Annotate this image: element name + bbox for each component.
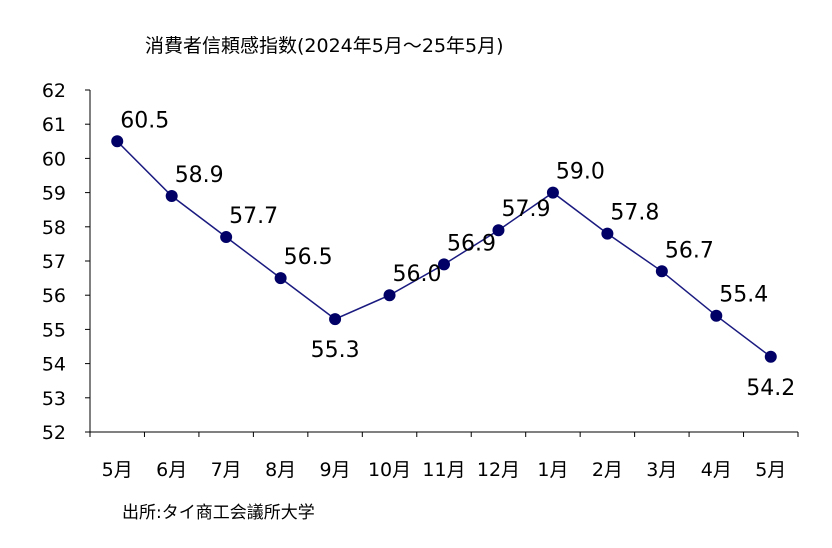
data-point [492, 224, 505, 237]
x-tick-label: 4月 [701, 459, 732, 481]
data-label: 58.9 [175, 163, 224, 188]
data-label: 56.5 [284, 245, 333, 270]
data-labels: 60.5 58.957.756.5 55.3 56.056.957.959.057.8… [120, 108, 795, 400]
y-tick-label: 54 [42, 354, 66, 376]
y-tick-label: 57 [42, 251, 66, 273]
y-tick-label: 56 [42, 285, 66, 307]
y-tick-label: 59 [42, 183, 66, 205]
y-tick-label: 55 [42, 319, 66, 341]
data-point [710, 309, 723, 322]
data-point [383, 289, 396, 302]
data-label: 56.0 [393, 262, 442, 287]
x-tick-label: 3月 [646, 459, 677, 481]
y-tick-label: 58 [42, 217, 66, 239]
data-point [165, 190, 178, 203]
data-point [546, 186, 559, 199]
y-tick-label: 61 [42, 114, 66, 136]
x-tick-label: 6月 [156, 459, 187, 481]
x-tick-label: 12月 [477, 459, 520, 481]
source-note: 出所:タイ商工会議所大学 [122, 503, 315, 523]
y-tick-label: 60 [42, 148, 66, 170]
y-tick-label: 53 [42, 388, 66, 410]
chart-title: 消費者信頼感指数(2024年5月～25年5月) [145, 35, 504, 57]
y-tick-label: 62 [42, 80, 66, 102]
x-tick-label: 9月 [320, 459, 351, 481]
data-point [601, 227, 614, 240]
data-label: 55.3 [311, 338, 360, 363]
x-tick-label: 7月 [211, 459, 242, 481]
x-tick-labels: 5月 6月 7月 8月 9月 10月 11月 12月 1月 2月 3月 4月 5月 [102, 459, 787, 481]
data-label: 57.9 [501, 197, 550, 222]
x-tick-label: 2月 [592, 459, 623, 481]
y-tick-label: 52 [42, 422, 66, 444]
data-label: 59.0 [556, 160, 605, 185]
chart-axes [85, 89, 799, 437]
data-point [274, 272, 287, 285]
data-label: 60.5 [120, 108, 169, 133]
data-label: 56.9 [447, 231, 496, 256]
data-label: 55.4 [719, 283, 768, 308]
x-tick-label: 11月 [422, 459, 465, 481]
x-tick-label: 5月 [102, 459, 133, 481]
x-tick-label: 10月 [368, 459, 411, 481]
data-point [655, 265, 668, 278]
x-tick-label: 5月 [755, 459, 786, 481]
data-point [764, 350, 777, 363]
y-tick-labels: 52 53 54 55 56 57 58 59 60 61 62 [42, 80, 66, 444]
data-markers [111, 135, 777, 363]
data-label: 57.8 [610, 201, 659, 226]
data-point [329, 313, 342, 326]
data-label: 56.7 [665, 238, 714, 263]
data-point [438, 258, 450, 271]
data-label: 57.7 [229, 204, 278, 229]
data-point [111, 135, 124, 148]
data-point [220, 231, 233, 244]
data-label: 54.2 [746, 376, 795, 401]
x-tick-label: 8月 [265, 459, 296, 481]
x-tick-label: 1月 [537, 459, 568, 481]
